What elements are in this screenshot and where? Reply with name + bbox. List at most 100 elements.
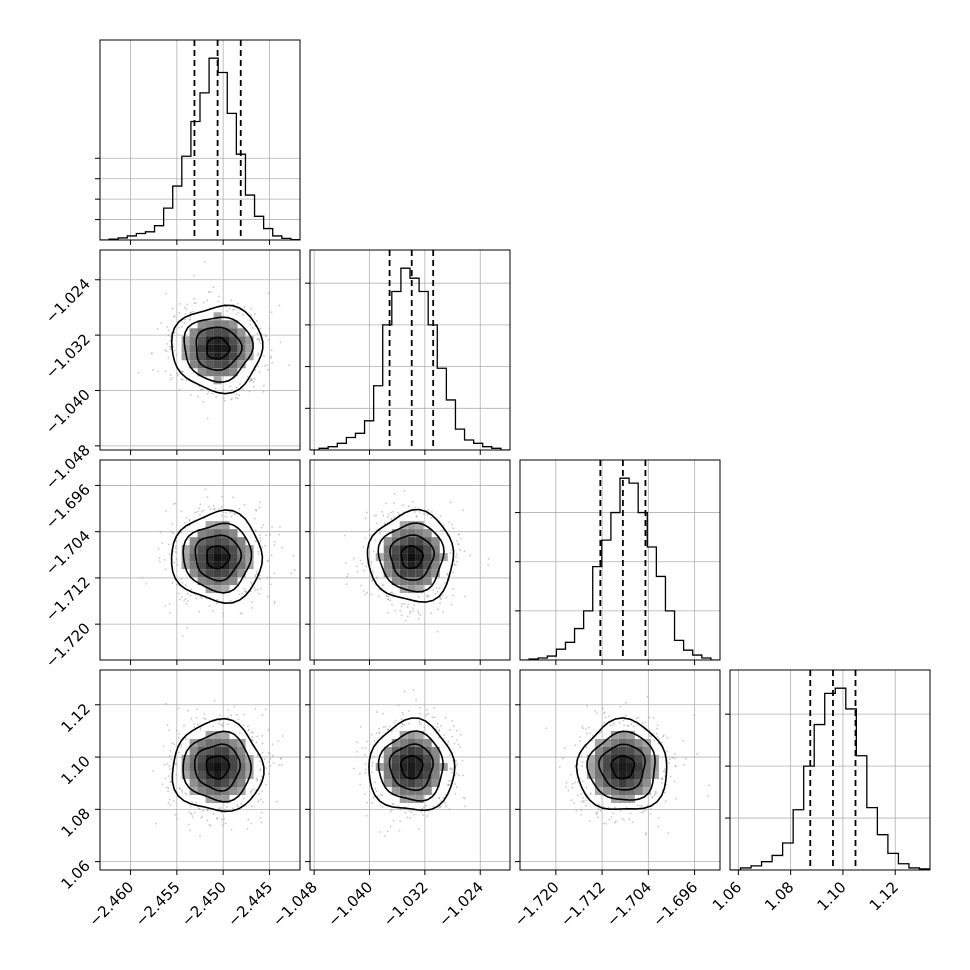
density-cell bbox=[221, 762, 230, 771]
sample-point bbox=[447, 740, 450, 743]
sample-point bbox=[449, 754, 451, 756]
sample-point bbox=[185, 308, 188, 311]
density-cell bbox=[197, 770, 206, 779]
sample-point bbox=[259, 779, 262, 782]
sample-point bbox=[272, 761, 275, 764]
panel-3-2 bbox=[515, 669, 721, 875]
sample-point bbox=[644, 832, 647, 834]
sample-point bbox=[171, 523, 174, 525]
sample-point bbox=[381, 584, 384, 586]
density-cell bbox=[213, 352, 222, 361]
sample-point bbox=[378, 728, 381, 730]
sample-point bbox=[621, 817, 624, 820]
density-cell bbox=[197, 537, 206, 546]
density-cell bbox=[423, 786, 432, 795]
sample-point bbox=[278, 533, 281, 536]
sample-point bbox=[653, 794, 656, 797]
sample-point bbox=[258, 534, 261, 536]
sample-point bbox=[579, 739, 581, 742]
sample-point bbox=[173, 743, 175, 746]
sample-point bbox=[370, 593, 373, 596]
sample-point bbox=[175, 817, 178, 820]
sample-point bbox=[250, 581, 252, 584]
sample-point bbox=[178, 751, 180, 754]
sample-point bbox=[571, 786, 574, 789]
sample-point bbox=[167, 356, 170, 359]
density-cell bbox=[586, 754, 595, 763]
y-tick-label: 1.08 bbox=[57, 804, 93, 840]
sample-point bbox=[229, 600, 232, 602]
sample-point bbox=[188, 319, 191, 321]
sample-point bbox=[200, 510, 203, 513]
sample-point bbox=[267, 773, 270, 775]
sample-point bbox=[463, 550, 466, 553]
sample-point bbox=[183, 321, 186, 324]
sample-point bbox=[453, 742, 456, 745]
sample-point bbox=[456, 729, 458, 732]
sample-point bbox=[175, 773, 178, 776]
sample-point bbox=[167, 329, 170, 332]
sample-point bbox=[167, 334, 170, 337]
sample-point bbox=[674, 797, 677, 800]
sample-point bbox=[237, 397, 239, 400]
sample-point bbox=[169, 611, 171, 614]
contour-line bbox=[170, 509, 264, 605]
sample-point bbox=[604, 716, 607, 719]
sample-point bbox=[374, 539, 377, 542]
sample-point bbox=[455, 786, 458, 789]
sample-point bbox=[172, 503, 175, 505]
sample-point bbox=[222, 615, 225, 617]
panel-frame bbox=[729, 669, 931, 871]
sample-point bbox=[397, 511, 400, 514]
sample-point bbox=[360, 746, 363, 749]
density-cell bbox=[431, 762, 440, 771]
sample-point bbox=[248, 380, 251, 383]
sample-point bbox=[261, 801, 264, 804]
sample-point bbox=[224, 515, 227, 518]
density-cell bbox=[213, 529, 222, 538]
sample-point bbox=[384, 835, 386, 837]
sample-point bbox=[580, 793, 583, 796]
sample-point bbox=[423, 726, 426, 729]
panel-frame bbox=[519, 669, 721, 871]
histogram-step bbox=[520, 477, 720, 660]
sample-point bbox=[198, 807, 201, 810]
sample-point bbox=[164, 370, 167, 373]
density-cell bbox=[197, 762, 206, 771]
histogram-step bbox=[100, 57, 300, 240]
density-cell bbox=[423, 754, 432, 763]
contour-line bbox=[377, 522, 445, 593]
sample-point bbox=[233, 513, 236, 516]
sample-point bbox=[187, 709, 189, 712]
sample-point bbox=[393, 516, 396, 519]
sample-point bbox=[173, 561, 176, 564]
sample-point bbox=[213, 508, 216, 511]
density-cell bbox=[618, 786, 627, 795]
sample-point bbox=[364, 768, 367, 771]
density-cell bbox=[237, 352, 246, 361]
density-cell bbox=[189, 328, 198, 337]
sample-point bbox=[450, 779, 453, 782]
density-cell bbox=[189, 344, 198, 353]
sample-point bbox=[152, 769, 155, 772]
sample-point bbox=[265, 334, 267, 336]
sample-point bbox=[389, 825, 392, 828]
density-cell bbox=[634, 762, 643, 771]
sample-point bbox=[176, 729, 178, 732]
density-cell bbox=[642, 786, 651, 795]
sample-point bbox=[169, 378, 172, 381]
sample-point bbox=[206, 809, 209, 812]
contour-line bbox=[170, 304, 264, 395]
sample-point bbox=[438, 797, 441, 800]
contour-line bbox=[368, 717, 456, 812]
sample-point bbox=[174, 547, 177, 550]
sample-point bbox=[389, 591, 392, 594]
sample-point bbox=[673, 753, 676, 755]
density-cell bbox=[221, 778, 230, 787]
density-cell bbox=[189, 545, 198, 554]
density-cell bbox=[423, 545, 432, 554]
sample-point bbox=[251, 805, 253, 808]
sample-point bbox=[170, 377, 173, 379]
sample-point bbox=[372, 796, 375, 799]
sample-point bbox=[261, 790, 264, 793]
